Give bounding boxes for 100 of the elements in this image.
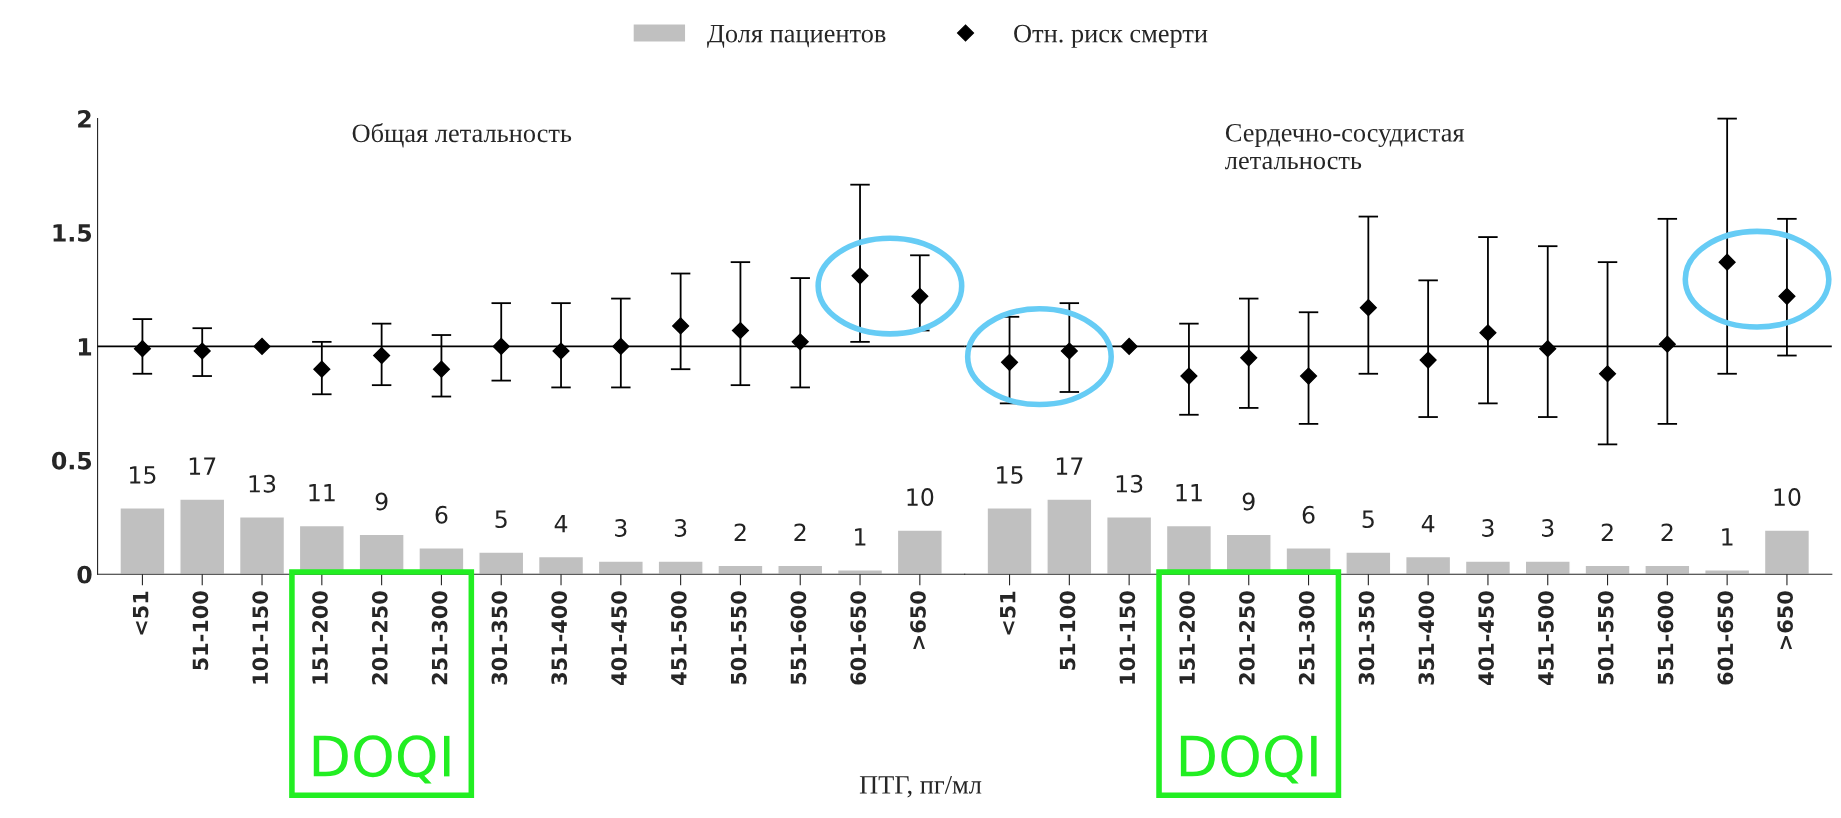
point xyxy=(253,337,271,355)
data-label: 11 xyxy=(1176,484,1202,502)
point xyxy=(313,360,331,378)
legend-label: Отн. риск смерти xyxy=(1014,24,1208,48)
x-tick-label: <51 xyxy=(132,591,149,635)
data-label: 13 xyxy=(1116,474,1143,493)
bar xyxy=(1106,516,1153,575)
point xyxy=(552,342,570,360)
x-tick-label: 501-550 xyxy=(1597,591,1614,685)
data-label: 2 xyxy=(794,523,806,542)
text: Сердечно-сосудистая летальность xyxy=(1225,123,1465,170)
x-tick-label: 301-350 xyxy=(1358,591,1375,685)
chart-title: Общая летальность xyxy=(352,123,572,148)
data-label: 17 xyxy=(189,457,216,475)
data-label: 10 xyxy=(907,488,934,506)
x-tick-label: 601-650 xyxy=(1717,591,1734,685)
x-tick-label: 451-500 xyxy=(1538,591,1554,685)
bar xyxy=(986,507,1033,575)
point xyxy=(373,346,391,365)
data-label: 3 xyxy=(615,519,627,537)
x-tick-label: 251-300 xyxy=(431,591,448,685)
x-tick-label: 151-200 xyxy=(312,591,328,684)
y-tick-label: 0 xyxy=(77,565,92,584)
data-label: 11 xyxy=(309,484,335,502)
bar xyxy=(1345,551,1392,575)
data-label: 10 xyxy=(1774,488,1801,506)
x-tick-label: 101-150 xyxy=(252,591,269,684)
x-tick-label: 601-650 xyxy=(850,591,867,685)
x-tick-label: 551-600 xyxy=(790,591,807,685)
x-tick-label: >650 xyxy=(910,591,926,649)
bar xyxy=(1464,560,1512,575)
point xyxy=(1718,253,1736,271)
x-tick-label: 351-400 xyxy=(551,591,568,685)
x-tick-label: 201-250 xyxy=(371,591,388,685)
point xyxy=(133,340,151,358)
bar xyxy=(777,564,824,575)
text: DOQI xyxy=(1180,735,1317,784)
y-tick-label: 0.5 xyxy=(52,451,92,470)
y-tick-label: 2 xyxy=(78,110,91,128)
bar xyxy=(836,569,884,575)
point xyxy=(911,287,929,305)
x-tick-label: 501-550 xyxy=(730,591,747,685)
point xyxy=(731,321,749,340)
data-label: 6 xyxy=(1302,505,1315,524)
point xyxy=(1240,349,1258,367)
x-tick-label: 551-600 xyxy=(1657,591,1674,685)
bar xyxy=(1763,529,1811,575)
point xyxy=(1479,324,1497,342)
legend-label: Доля пациентов xyxy=(707,24,886,48)
point xyxy=(1000,353,1019,371)
data-label: 15 xyxy=(129,466,156,484)
data-label: 15 xyxy=(997,466,1023,484)
bar xyxy=(896,529,943,575)
bar xyxy=(1405,555,1452,575)
x-axis-title: ПТГ, пг/мл xyxy=(859,776,982,798)
point xyxy=(193,342,211,360)
data-label: 6 xyxy=(435,505,448,524)
data-label: 5 xyxy=(495,510,507,529)
bar xyxy=(179,498,226,575)
point xyxy=(1060,342,1078,360)
point xyxy=(432,360,450,378)
x-tick-label: 51-100 xyxy=(192,591,209,670)
point xyxy=(1359,299,1377,317)
data-label: 1 xyxy=(1722,528,1733,546)
data-label: 17 xyxy=(1056,457,1083,475)
bar xyxy=(1524,560,1571,575)
point xyxy=(1299,367,1318,385)
data-label: 2 xyxy=(1601,523,1613,542)
point xyxy=(851,267,869,285)
x-tick-label: >650 xyxy=(1777,591,1793,649)
data-label: 3 xyxy=(1482,519,1494,537)
bar xyxy=(1644,564,1691,575)
x-tick-label: 101-150 xyxy=(1119,591,1136,684)
bar xyxy=(537,555,585,575)
x-tick-label: 251-300 xyxy=(1298,591,1315,685)
data-label: 3 xyxy=(1542,519,1554,537)
point xyxy=(492,337,510,355)
point xyxy=(1120,337,1138,355)
bar xyxy=(238,516,286,575)
data-label: 4 xyxy=(1421,514,1435,533)
point xyxy=(1598,365,1617,383)
data-label: 9 xyxy=(1242,492,1255,511)
y-tick-label: 1 xyxy=(78,338,92,356)
x-tick-label: 301-350 xyxy=(491,591,508,685)
point xyxy=(1778,287,1796,305)
data-label: 5 xyxy=(1362,510,1374,529)
point xyxy=(791,333,809,351)
data-label: 3 xyxy=(674,519,687,537)
point xyxy=(612,337,630,355)
x-tick-label: 151-200 xyxy=(1179,591,1195,684)
y-tick-label: 1.5 xyxy=(53,224,92,242)
x-tick-label: 351-400 xyxy=(1418,591,1435,685)
x-tick-label: 401-450 xyxy=(1478,591,1494,685)
x-tick-label: 51-100 xyxy=(1059,591,1076,670)
bar xyxy=(1046,498,1093,575)
point xyxy=(672,317,690,335)
x-tick-label: 201-250 xyxy=(1239,591,1255,685)
data-label: 4 xyxy=(554,514,568,533)
point xyxy=(1658,335,1676,353)
bar xyxy=(597,560,644,575)
